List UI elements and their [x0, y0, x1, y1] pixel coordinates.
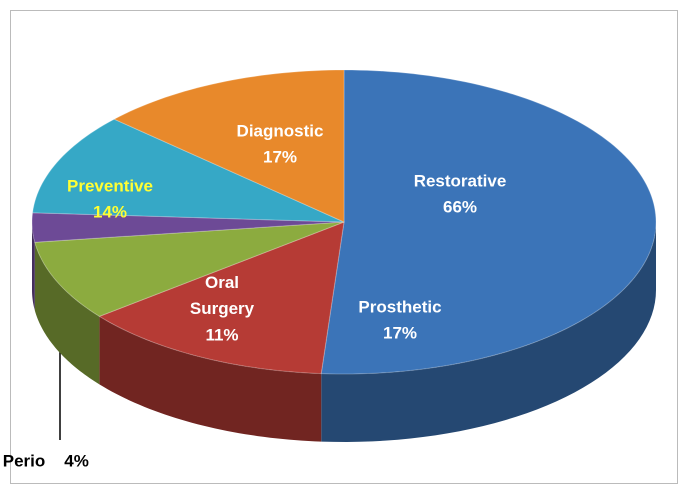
slice-side — [32, 222, 35, 311]
slice — [98, 221, 345, 375]
slice-value-label: 66% — [443, 197, 477, 216]
slice-value-label: 11% — [205, 325, 238, 344]
slice — [31, 118, 345, 223]
slice — [34, 221, 345, 317]
slice-value-label: 17% — [263, 147, 297, 166]
slice — [320, 69, 657, 375]
slice-label: Restorative — [414, 171, 507, 190]
slice-label: Prosthetic — [358, 297, 441, 316]
slice-label: Preventive — [67, 176, 153, 195]
slice — [113, 69, 345, 223]
slice-side — [321, 222, 656, 442]
slice-value-label: 4% — [64, 451, 89, 470]
slice-label: Oral Surgery — [190, 273, 255, 318]
slice-label-line: Oral — [205, 273, 239, 292]
slice-label: Perio — [3, 451, 46, 470]
slice-label-line: Surgery — [190, 299, 255, 318]
slice-value-label: 14% — [93, 202, 127, 221]
slice — [31, 212, 345, 243]
slice-side — [34, 242, 100, 385]
slice-value-label: 17% — [383, 323, 417, 342]
slice-side — [99, 316, 322, 442]
slice-label: Diagnostic — [237, 121, 324, 140]
